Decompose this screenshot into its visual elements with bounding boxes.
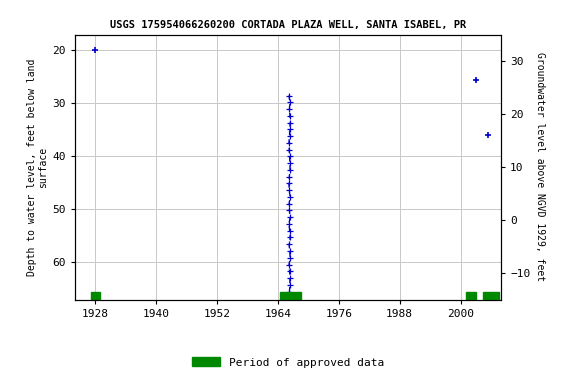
Bar: [483, 292, 499, 300]
Y-axis label: Groundwater level above NGVD 1929, feet: Groundwater level above NGVD 1929, feet: [535, 53, 544, 281]
Legend: Period of approved data: Period of approved data: [188, 353, 388, 372]
Bar: [281, 292, 301, 300]
Y-axis label: Depth to water level, feet below land
surface: Depth to water level, feet below land su…: [26, 58, 48, 276]
Bar: [465, 292, 476, 300]
Title: USGS 175954066260200 CORTADA PLAZA WELL, SANTA ISABEL, PR: USGS 175954066260200 CORTADA PLAZA WELL,…: [110, 20, 466, 30]
Bar: [91, 292, 100, 300]
